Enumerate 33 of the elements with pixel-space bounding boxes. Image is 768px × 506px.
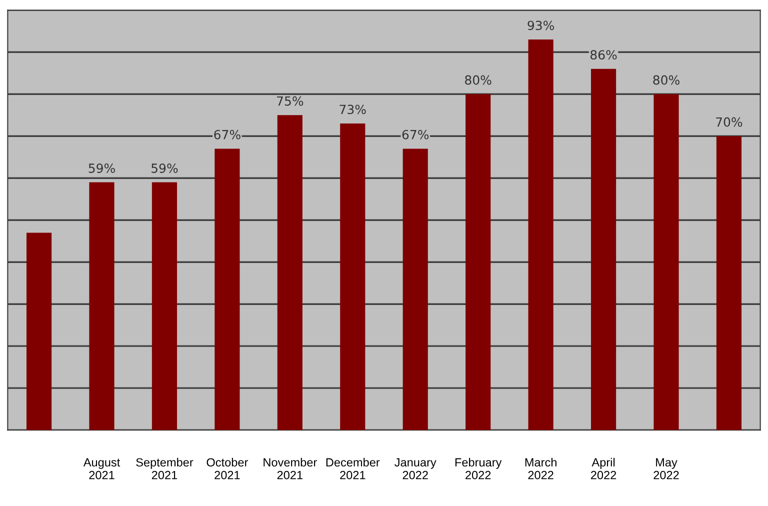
data-label: 70% <box>716 117 742 127</box>
data-label: 80% <box>653 75 680 85</box>
x-tick-label: October 2021 <box>206 458 248 480</box>
bar <box>716 136 742 430</box>
bar <box>528 40 554 430</box>
bar <box>402 148 428 430</box>
bar <box>466 94 491 430</box>
data-label: 59% <box>152 163 178 173</box>
x-tick-label: April 2022 <box>590 458 616 480</box>
x-tick-label: March 2022 <box>525 458 556 480</box>
data-label: 80% <box>465 75 492 85</box>
bar <box>89 182 114 430</box>
x-tick-label: August 2021 <box>83 458 120 480</box>
bar <box>214 148 240 430</box>
data-label: 67% <box>402 130 429 140</box>
x-tick-label: May 2022 <box>654 458 679 480</box>
data-label: 75% <box>277 96 304 106</box>
data-label: 67% <box>214 130 240 140</box>
data-label: 59% <box>88 163 115 173</box>
x-tick-label: September 2021 <box>136 458 194 480</box>
x-tick-label: February 2022 <box>455 458 502 480</box>
bar <box>26 232 52 430</box>
data-label: 86% <box>590 50 617 60</box>
bar <box>590 68 616 430</box>
bar <box>277 115 302 430</box>
x-tick-label: November 2021 <box>264 458 317 480</box>
bar <box>152 182 178 430</box>
x-tick-label: January 2022 <box>394 458 436 480</box>
bar <box>340 124 366 430</box>
data-label: 73% <box>340 104 366 114</box>
x-tick-label: December 2021 <box>326 458 380 480</box>
bar <box>654 94 679 430</box>
data-label: 93% <box>528 20 554 30</box>
